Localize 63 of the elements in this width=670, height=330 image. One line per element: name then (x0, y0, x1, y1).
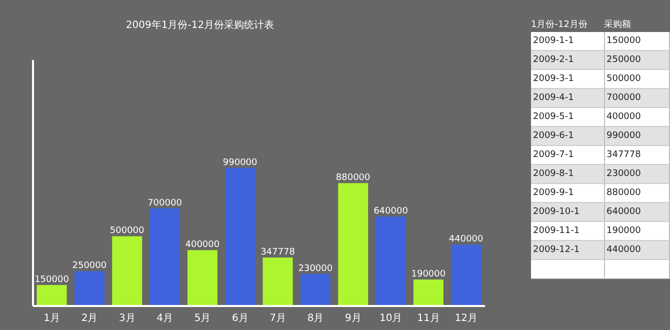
category-label: 2009-12-1 (531, 240, 604, 260)
x-tick-label: 3月 (118, 313, 136, 324)
data-label: 250000 (72, 261, 107, 272)
data-label: 150000 (34, 275, 70, 286)
category-label: 2009-1-1 (531, 32, 604, 50)
bar (150, 208, 180, 306)
x-tick-label: 2月 (81, 313, 98, 324)
data-label: 347778 (260, 247, 296, 258)
data-label: 190000 (411, 269, 446, 280)
data-label: 400000 (185, 240, 220, 250)
chart-title: 2009年1月份-12月份采购统计表 (124, 18, 276, 32)
bar (262, 257, 293, 306)
bar (225, 168, 256, 306)
bar (376, 216, 406, 306)
data-label: 700000 (604, 88, 670, 108)
x-tick-label: 12月 (454, 313, 478, 324)
x-tick-label: 6月 (232, 313, 248, 324)
data-label: 880000 (604, 184, 670, 202)
data-label: 150000 (604, 32, 670, 50)
x-tick-label: 1月 (44, 313, 60, 324)
category-label: 2009-3-1 (531, 70, 604, 88)
data-label: 400000 (604, 108, 670, 126)
data-label: 640000 (374, 206, 408, 217)
x-tick-label: 11月 (417, 313, 440, 324)
data-label: 230000 (604, 164, 670, 184)
bar (300, 274, 330, 306)
data-label: 440000 (448, 234, 484, 245)
category-label: 2009-9-1 (531, 184, 604, 202)
category-label: 2009-2-1 (531, 50, 604, 70)
category-label: 2009-11-1 (531, 222, 604, 240)
category-label: 2009-10-1 (531, 202, 604, 222)
text: 1月份-12月份 (531, 18, 588, 32)
data-label: 190000 (604, 222, 670, 240)
bar (74, 271, 104, 306)
data-label: 700000 (148, 198, 182, 208)
category-label: 2009-5-1 (531, 108, 604, 126)
data-label: 880000 (336, 173, 371, 184)
x-tick-label: 7月 (270, 313, 286, 324)
data-label: 640000 (604, 202, 670, 222)
category-label: 2009-8-1 (531, 164, 604, 184)
text: 采购额 (604, 18, 632, 32)
category-label: 2009-4-1 (531, 88, 604, 108)
category-label: 2009-7-1 (531, 146, 604, 164)
x-tick-label: 8月 (307, 313, 324, 324)
bar (112, 236, 142, 306)
data-label: 347778 (604, 146, 670, 164)
bar (451, 244, 482, 306)
x-tick-label: 9月 (344, 313, 362, 324)
data-label: 500000 (604, 70, 670, 88)
category-label: 2009-6-1 (531, 126, 604, 146)
bar (338, 183, 368, 306)
bar (36, 285, 67, 306)
x-tick-label: 4月 (156, 313, 174, 324)
bar (413, 279, 444, 306)
data-label: 230000 (298, 264, 333, 274)
x-tick-label: 5月 (194, 313, 211, 324)
x-tick-label: 10月 (379, 313, 402, 324)
bar (187, 250, 218, 306)
data-label: 440000 (604, 240, 670, 260)
data-label: 250000 (604, 50, 670, 70)
data-label: 990000 (222, 158, 258, 168)
data-label: 500000 (110, 226, 145, 236)
data-label: 990000 (604, 126, 670, 146)
